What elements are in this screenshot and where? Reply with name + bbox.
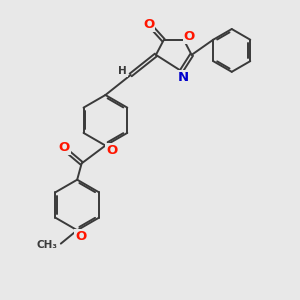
Text: N: N xyxy=(178,71,189,84)
Text: O: O xyxy=(143,18,154,31)
Text: H: H xyxy=(118,66,127,76)
Text: CH₃: CH₃ xyxy=(37,240,58,250)
Text: O: O xyxy=(106,144,118,158)
Text: O: O xyxy=(184,30,195,43)
Text: O: O xyxy=(58,141,70,154)
Text: O: O xyxy=(75,230,86,243)
